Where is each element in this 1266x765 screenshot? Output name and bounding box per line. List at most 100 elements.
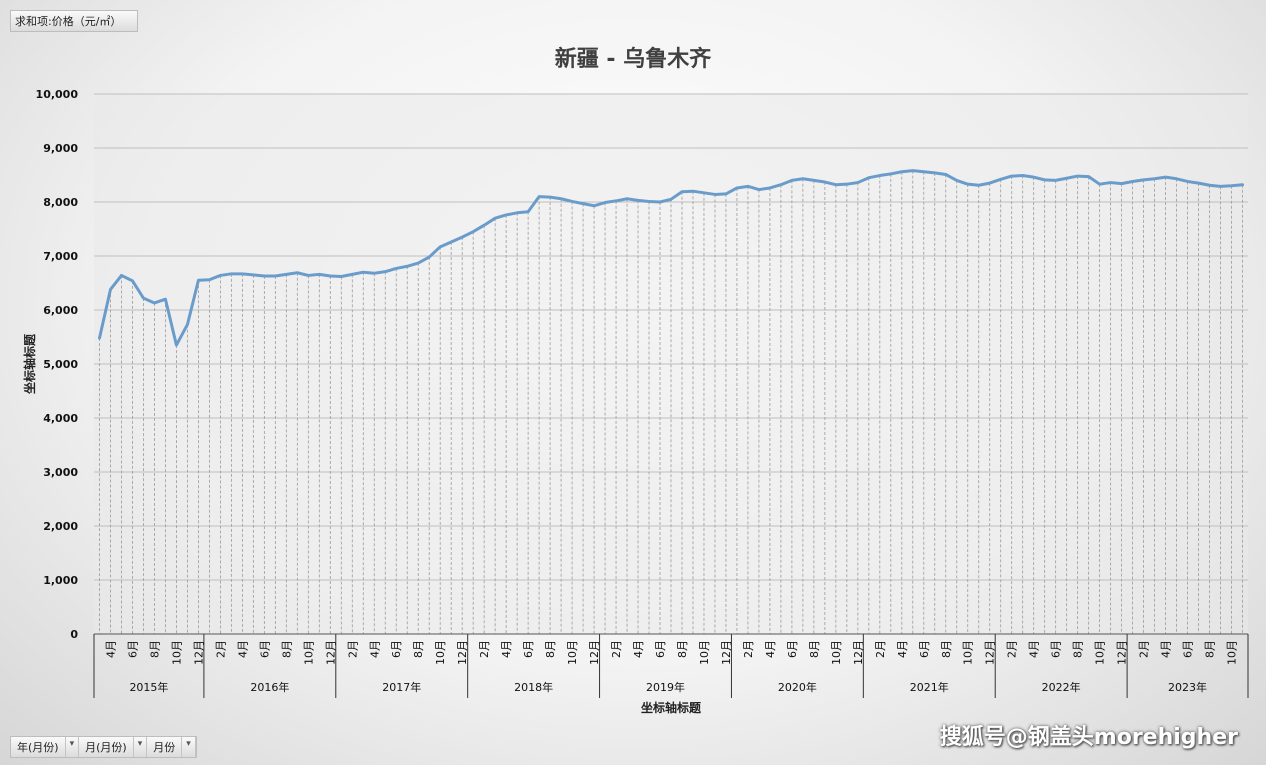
year-label: 2021年 [910, 680, 949, 694]
data-point [966, 183, 969, 185]
data-point [944, 173, 947, 176]
data-point [197, 279, 200, 282]
axis-field-month-group[interactable]: 月(月份) [79, 737, 134, 757]
data-point [758, 188, 760, 191]
data-point [1010, 175, 1013, 177]
data-point [703, 192, 705, 194]
data-point [549, 196, 551, 198]
chart-title: 新疆 - 乌鲁木齐 [555, 46, 712, 72]
data-point [1043, 179, 1046, 181]
data-point [450, 241, 452, 243]
data-point [120, 274, 123, 277]
x-tick-label: 8月 [676, 640, 689, 658]
x-tick-label: 4月 [896, 640, 909, 658]
data-point [911, 169, 914, 172]
data-point [769, 187, 771, 189]
x-tick-label: 6月 [786, 640, 799, 658]
x-tick-label: 4月 [764, 640, 777, 658]
data-point [472, 230, 474, 233]
data-point [1219, 185, 1222, 188]
x-tick-label: 12月 [192, 640, 205, 665]
x-tick-label: 4月 [368, 640, 381, 658]
x-tick-label: 2月 [478, 640, 491, 658]
x-tick-label: 8月 [1204, 640, 1217, 658]
axis-field-year[interactable]: 年(月份) [11, 737, 66, 757]
x-tick-label: 4月 [104, 640, 117, 658]
year-label: 2022年 [1042, 680, 1081, 694]
dropdown-arrow-icon[interactable]: ▾ [134, 737, 148, 757]
data-point [494, 217, 496, 219]
dropdown-arrow-icon[interactable]: ▾ [182, 737, 196, 757]
data-point [560, 197, 562, 200]
x-tick-label: 10月 [962, 640, 975, 665]
data-point [527, 210, 529, 213]
x-tick-label: 10月 [434, 640, 447, 665]
data-point [164, 298, 167, 301]
data-point [593, 204, 595, 207]
data-point [131, 280, 134, 282]
data-point [846, 183, 848, 185]
data-point [1120, 182, 1123, 185]
x-tick-label: 4月 [1028, 640, 1041, 658]
x-axis-title: 坐标轴标题 [641, 700, 702, 715]
dropdown-arrow-icon[interactable]: ▾ [66, 737, 80, 757]
x-tick-label: 10月 [698, 640, 711, 665]
y-tick-label: 8,000 [43, 196, 78, 209]
data-point [857, 181, 859, 184]
data-point [109, 288, 112, 291]
y-tick-label: 3,000 [43, 466, 78, 479]
x-tick-label: 6月 [522, 640, 535, 658]
data-point [351, 273, 354, 276]
data-point [626, 197, 628, 200]
x-tick-label: 8月 [1072, 640, 1085, 658]
data-point [615, 200, 617, 202]
axis-field-month[interactable]: 月份 [147, 737, 183, 757]
x-tick-label: 2月 [346, 640, 359, 658]
data-point [571, 200, 573, 203]
year-label: 2023年 [1168, 680, 1207, 694]
data-point [1197, 182, 1200, 184]
data-point [890, 173, 892, 175]
y-tick-label: 1,000 [43, 574, 78, 587]
data-point [505, 214, 507, 216]
value-field-button[interactable]: 求和项:价格（元/㎡） [10, 10, 138, 32]
x-tick-label: 12月 [852, 640, 865, 665]
x-tick-label: 4月 [500, 640, 513, 658]
data-point [98, 337, 101, 339]
data-point [813, 179, 815, 182]
data-point [1098, 183, 1101, 185]
x-tick-label: 4月 [632, 640, 645, 658]
data-point [384, 270, 387, 273]
data-point [582, 202, 584, 205]
x-tick-label: 12月 [588, 640, 601, 665]
data-point [406, 265, 409, 268]
x-tick-label: 6月 [390, 640, 403, 658]
x-tick-label: 8月 [808, 640, 821, 658]
data-point [318, 273, 321, 276]
data-point [824, 181, 826, 183]
x-tick-label: 2月 [1006, 640, 1019, 658]
data-point [1109, 181, 1112, 184]
y-tick-label: 0 [70, 628, 78, 641]
data-point [516, 212, 518, 214]
data-point [670, 198, 672, 201]
data-point [329, 275, 332, 277]
data-point [791, 179, 793, 182]
x-tick-label: 2月 [610, 640, 623, 658]
x-tick-label: 12月 [984, 640, 997, 665]
y-axis-title: 坐标轴标题 [22, 333, 37, 394]
x-tick-label: 8月 [148, 640, 161, 658]
x-tick-label: 10月 [566, 640, 579, 665]
data-point [219, 274, 222, 277]
data-point [1087, 175, 1090, 178]
x-tick-label: 8月 [280, 640, 293, 658]
data-point [252, 274, 255, 276]
data-point [922, 170, 925, 173]
data-point [988, 182, 991, 184]
data-point [461, 236, 463, 238]
year-label: 2019年 [646, 680, 685, 694]
y-tick-label: 4,000 [43, 412, 78, 425]
data-point [230, 273, 233, 275]
year-label: 2015年 [129, 680, 168, 694]
data-point [285, 273, 288, 276]
